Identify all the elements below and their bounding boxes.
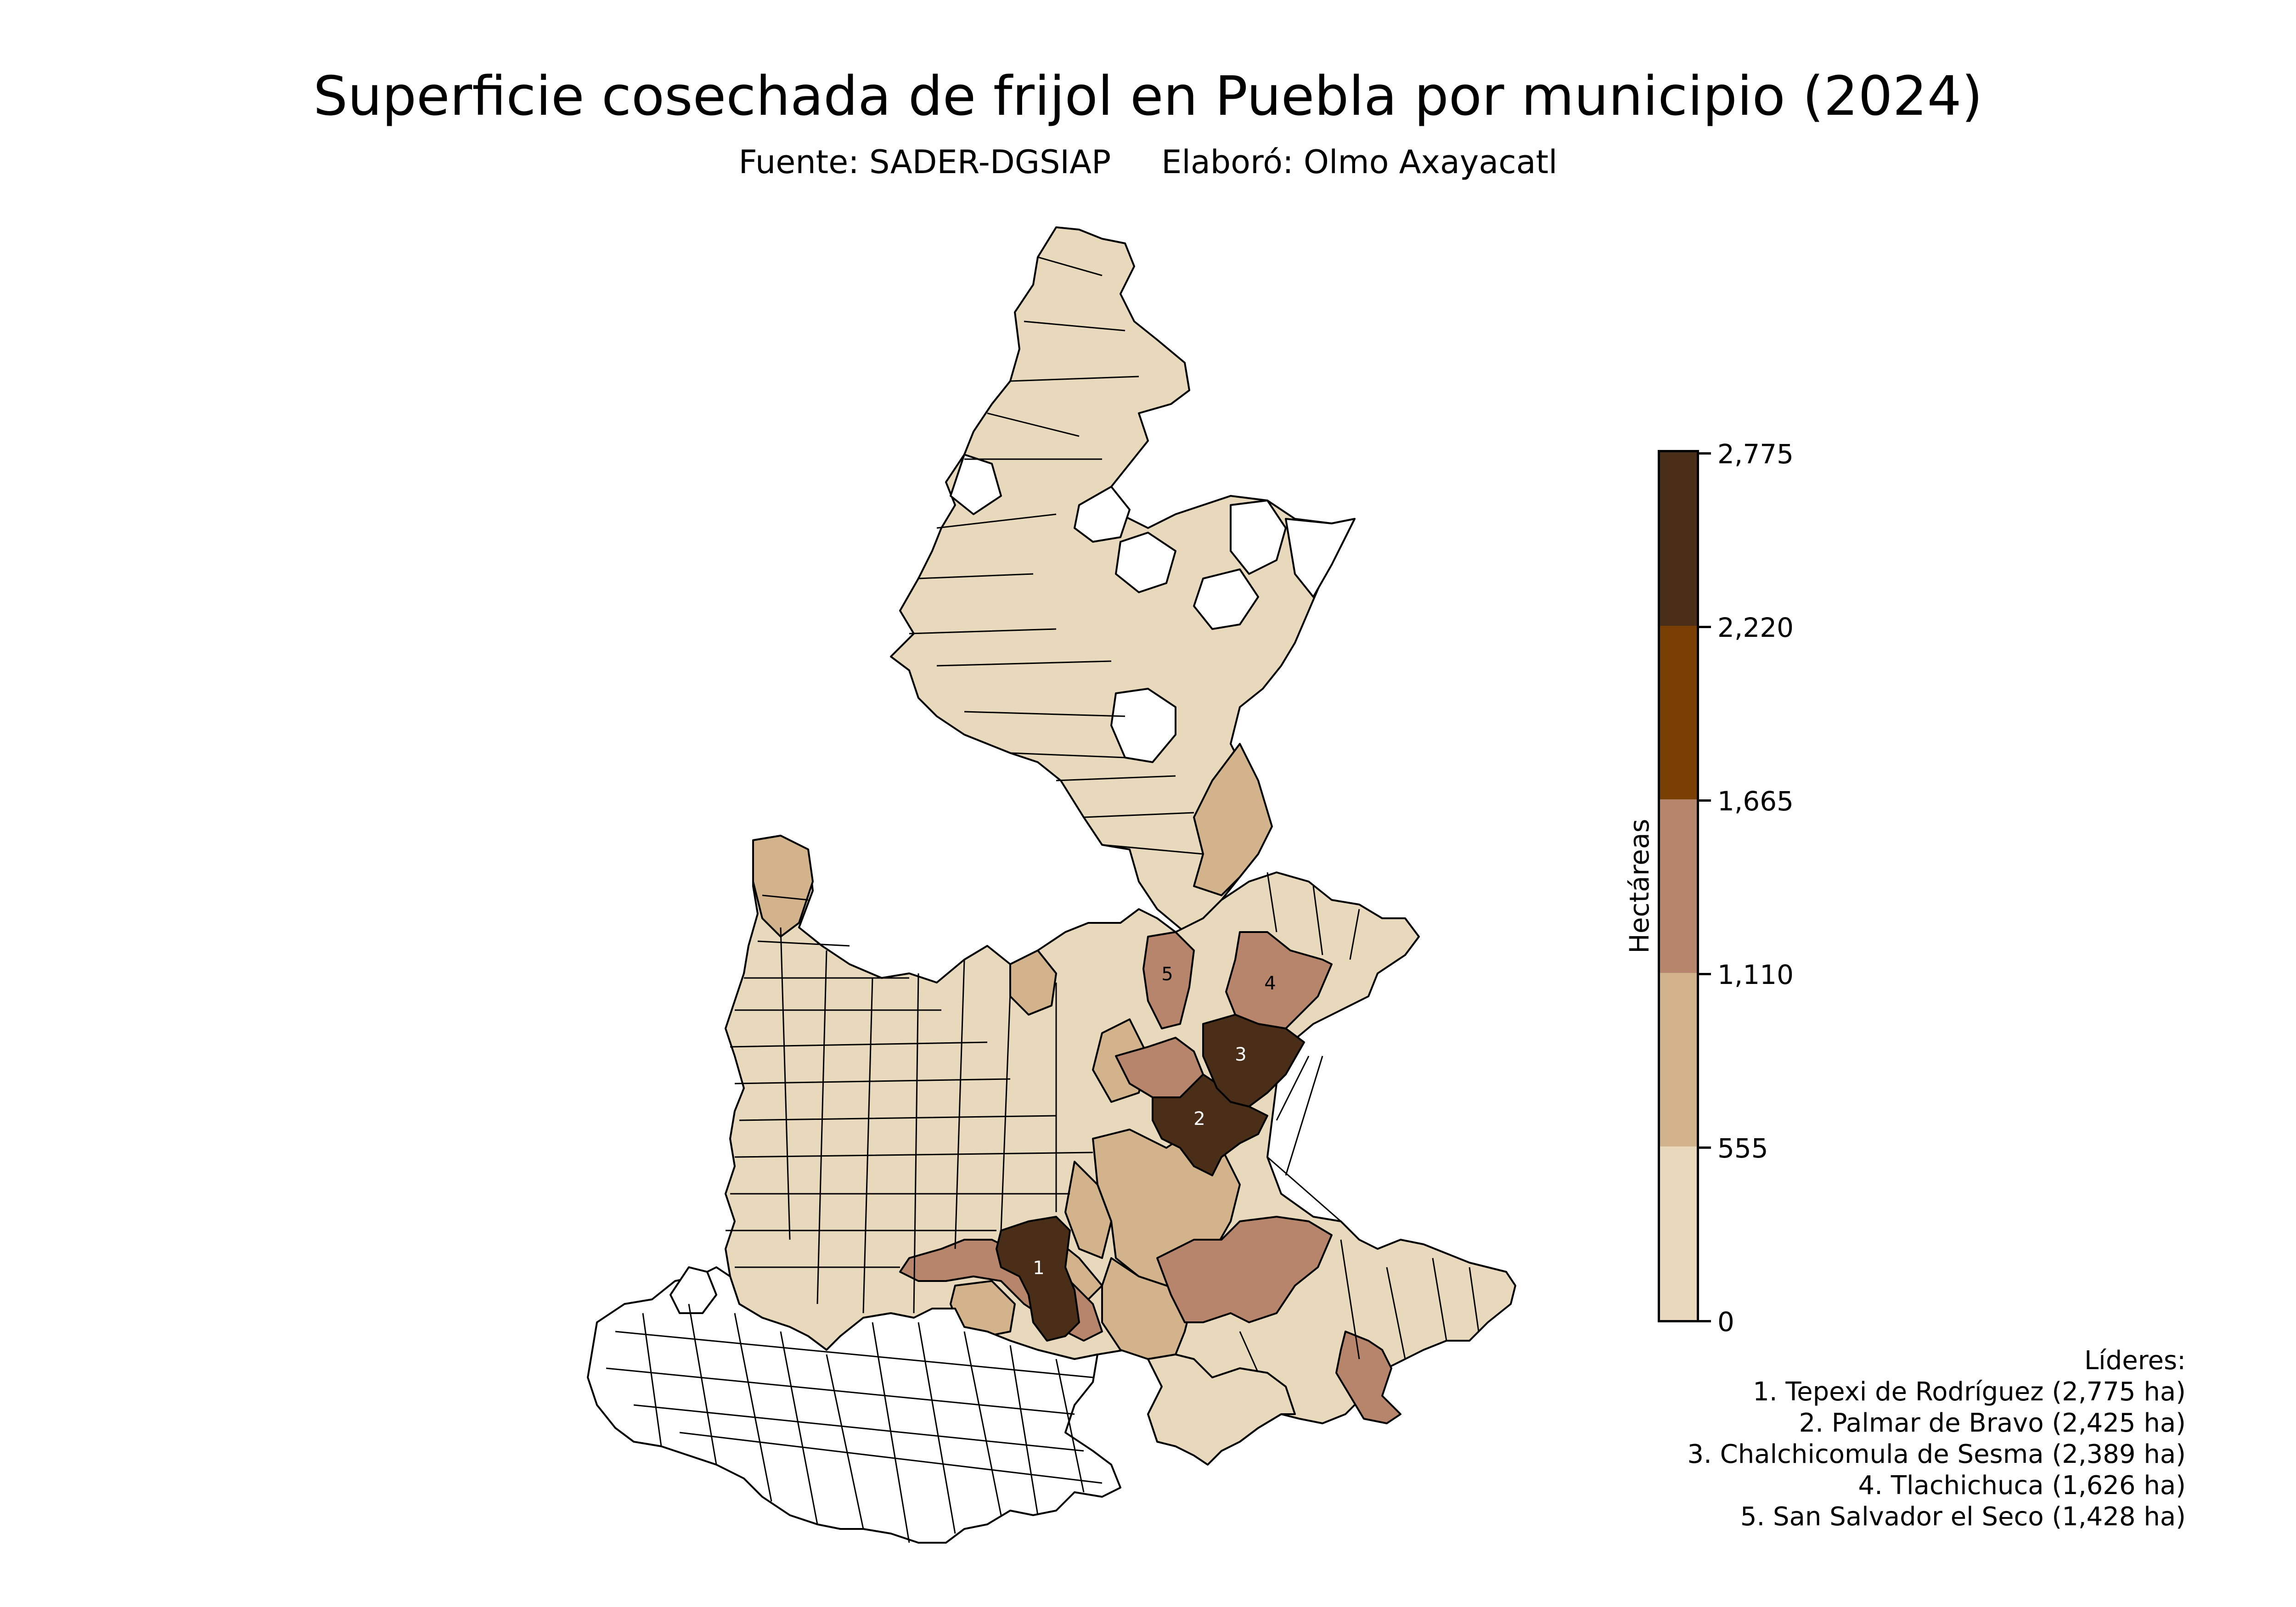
colorbar-tick bbox=[1699, 1146, 1711, 1149]
leader-item: 5. San Salvador el Seco (1,428 ha) bbox=[1740, 1502, 2186, 1532]
map-label-5: 5 bbox=[1161, 964, 1173, 985]
muni-south-light bbox=[1147, 1354, 1296, 1466]
map-label-4: 4 bbox=[1264, 973, 1276, 994]
muni-north-white-5 bbox=[1110, 688, 1176, 763]
colorbar-tick-label: 555 bbox=[1717, 1133, 1768, 1164]
state-south-region bbox=[587, 1266, 1121, 1544]
colorbar-segment-1 bbox=[1660, 1146, 1697, 1320]
muni-medium-southeast bbox=[1335, 1331, 1401, 1424]
leader-item: 2. Palmar de Bravo (2,425 ha) bbox=[1799, 1408, 2186, 1438]
boundary-lines-south bbox=[606, 1304, 1103, 1543]
muni-rank-2 bbox=[1152, 1073, 1268, 1176]
colorbar-tick bbox=[1699, 626, 1711, 628]
leader-item: 4. Tlachichuca (1,626 ha) bbox=[1858, 1471, 2186, 1500]
map-subtitle: Fuente: SADER-DGSIAP Elaboró: Olmo Axayac… bbox=[0, 146, 2296, 178]
muni-north-white-6 bbox=[1193, 568, 1259, 630]
leaders-heading: Líderes: bbox=[2084, 1346, 2186, 1376]
colorbar-label: Hectáreas bbox=[1624, 819, 1655, 954]
leader-item: 3. Chalchicomula de Sesma (2,389 ha) bbox=[1687, 1439, 2186, 1469]
map-label-3: 3 bbox=[1235, 1044, 1246, 1065]
colorbar-tick-label: 2,775 bbox=[1717, 438, 1794, 470]
colorbar-segment-4 bbox=[1660, 626, 1697, 799]
colorbar-tick-label: 1,665 bbox=[1717, 786, 1794, 817]
muni-tan-northwest bbox=[752, 835, 814, 938]
map-label-2: 2 bbox=[1193, 1108, 1205, 1129]
muni-north-white-2 bbox=[1115, 532, 1176, 593]
muni-south-west-white bbox=[670, 1266, 717, 1314]
colorbar-tick-label: 2,220 bbox=[1717, 612, 1794, 643]
colorbar-segment-5 bbox=[1660, 452, 1697, 626]
muni-north-white-3 bbox=[1230, 500, 1287, 575]
colorbar-tick bbox=[1699, 973, 1711, 975]
colorbar-segment-2 bbox=[1660, 973, 1697, 1146]
muni-north-white-1 bbox=[1074, 486, 1131, 543]
map-title: Superficie cosechada de frijol en Puebla… bbox=[313, 64, 1983, 128]
source-text: Fuente: SADER-DGSIAP bbox=[738, 143, 1111, 181]
boundary-lines-northwest bbox=[726, 894, 1093, 1314]
boundary-lines-north bbox=[909, 256, 1204, 855]
colorbar bbox=[1658, 450, 1699, 1322]
leaders-list: Líderes: 1. Tepexi de Rodríguez (2,775 h… bbox=[1687, 1345, 2186, 1533]
colorbar-tick bbox=[1699, 452, 1711, 455]
map-label-1: 1 bbox=[1033, 1258, 1044, 1279]
muni-tan-center-4 bbox=[1064, 1161, 1112, 1259]
muni-north-white-7 bbox=[950, 454, 1002, 515]
muni-tan-north bbox=[1193, 743, 1273, 896]
colorbar-tick bbox=[1699, 1320, 1711, 1322]
colorbar-tick-label: 0 bbox=[1717, 1306, 1734, 1337]
muni-rank-5 bbox=[1142, 931, 1195, 1029]
colorbar-tick bbox=[1699, 799, 1711, 802]
leader-item: 1. Tepexi de Rodríguez (2,775 ha) bbox=[1753, 1377, 2186, 1407]
muni-rank-4 bbox=[1225, 931, 1333, 1029]
muni-medium-south bbox=[1156, 1216, 1333, 1323]
author-text: Elaboró: Olmo Axayacatl bbox=[1161, 143, 1558, 181]
muni-rank-3 bbox=[1202, 1014, 1305, 1107]
muni-rank-1 bbox=[996, 1216, 1080, 1342]
colorbar-segment-3 bbox=[1660, 799, 1697, 973]
colorbar-tick-label: 1,110 bbox=[1717, 959, 1794, 990]
muni-north-white-4 bbox=[1285, 518, 1356, 598]
